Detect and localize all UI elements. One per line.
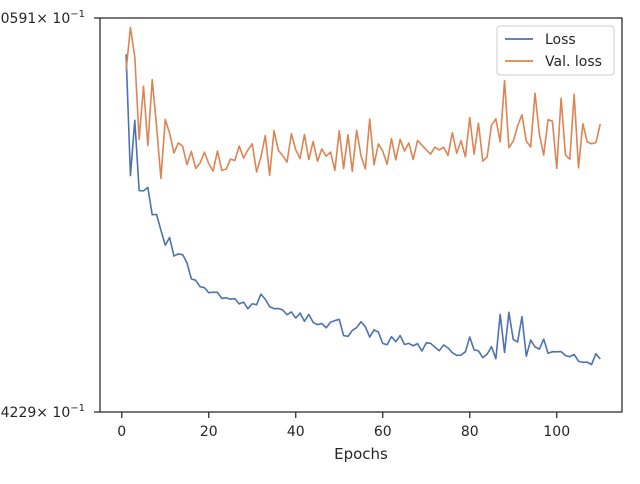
- x-axis-label: Epochs: [334, 445, 388, 463]
- x-tick-label: 40: [287, 424, 305, 440]
- x-tick-label: 80: [461, 424, 479, 440]
- x-tick-label: 20: [200, 424, 218, 440]
- series-line-0: [125, 54, 601, 366]
- series-line-1: [125, 26, 602, 180]
- y-tick-label: 0591× 10−1: [1, 9, 85, 27]
- axes-frame: [99, 17, 623, 413]
- x-tick-label: 0: [117, 424, 126, 440]
- x-axis-ticks: 0 20 40 60 80 100: [117, 412, 570, 440]
- y-tick-label: 4229× 10−1: [1, 403, 85, 421]
- series-layer: [125, 26, 602, 366]
- y-axis-ticks: 0591× 10−1 4229× 10−1: [1, 9, 100, 421]
- x-tick-label: 60: [374, 424, 392, 440]
- legend: Loss Val. loss: [496, 25, 615, 76]
- x-tick-label: 100: [543, 424, 570, 440]
- legend-label: Val. loss: [545, 54, 602, 70]
- legend-label: Loss: [545, 32, 576, 48]
